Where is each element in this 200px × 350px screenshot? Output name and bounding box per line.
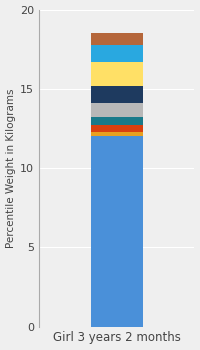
Bar [91,45,143,62]
Bar [91,62,143,86]
Y-axis label: Percentile Weight in Kilograms: Percentile Weight in Kilograms [6,88,16,248]
Bar [91,117,143,125]
Bar [91,136,143,327]
Bar [91,103,143,117]
Bar [91,33,143,45]
Bar [91,86,143,103]
Bar [91,125,143,132]
Bar [91,132,143,137]
